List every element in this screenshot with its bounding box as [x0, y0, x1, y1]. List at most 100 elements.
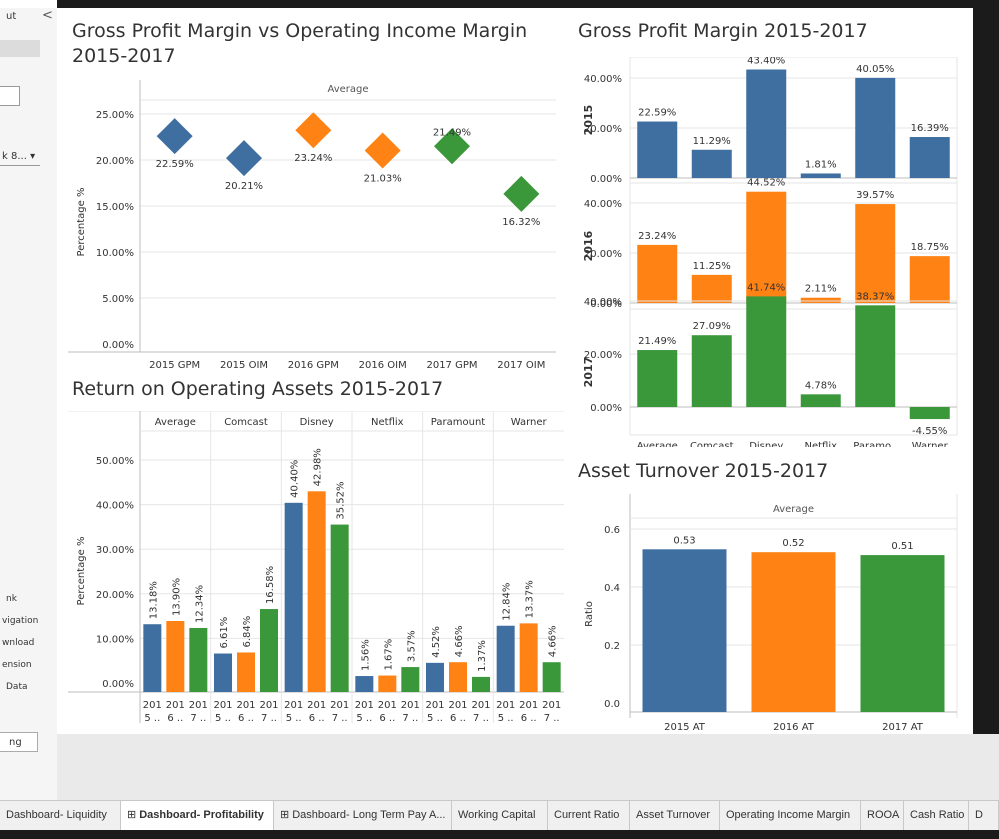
- data-label: 0.51: [891, 541, 913, 552]
- column-header: Average: [155, 417, 196, 428]
- panel-frame: [629, 57, 958, 184]
- field-box[interactable]: [0, 86, 20, 106]
- collapse-icon[interactable]: <: [42, 8, 53, 23]
- x-tick-label: 201: [355, 700, 374, 711]
- diamond-mark: [503, 175, 540, 212]
- selected-field[interactable]: [0, 40, 40, 57]
- bar: [284, 502, 303, 692]
- rooa-bar-chart: 0.00% 10.00% 20.00% 30.00% 40.00% 50.00% Perce…: [68, 411, 564, 724]
- column-header: Paramount: [431, 417, 485, 428]
- x-tick-label: Disney: [749, 441, 783, 447]
- header-band: [630, 494, 957, 518]
- sheet-tab-label: Dashboard- Long Term Pay A...: [292, 809, 446, 821]
- bar: [472, 676, 490, 692]
- bar: [637, 244, 678, 303]
- bar: [909, 256, 950, 303]
- x-tick-label: 2016 AT: [773, 722, 815, 730]
- bar: [637, 350, 678, 407]
- x-tick-label: 5 ..: [498, 713, 514, 724]
- data-label: 35.52%: [336, 481, 347, 519]
- sheet-tab-label: Dashboard- Profitability: [139, 809, 264, 821]
- y-tick-label: 5.00%: [102, 294, 134, 305]
- bar: [330, 524, 349, 692]
- bar: [143, 624, 162, 692]
- y-tick-label: 20.00%: [96, 590, 134, 601]
- diamond-mark: [295, 112, 332, 149]
- x-tick-label: Average: [637, 441, 678, 447]
- sheet-tab[interactable]: Operating Income Margin: [720, 801, 861, 830]
- x-tick-label: 7 ..: [544, 713, 560, 724]
- menu-item[interactable]: vigation: [2, 616, 39, 626]
- asset-turnover-bar-chart: Average 0.0 0.2 0.4 0.6 Ratio 0.53 2015 AT 0.52 2…: [584, 494, 958, 730]
- filter-dropdown[interactable]: k 8... ▾: [2, 151, 35, 162]
- x-tick-label: 6 ..: [450, 713, 466, 724]
- menu-item[interactable]: Data: [6, 682, 28, 692]
- menu-item[interactable]: nk: [6, 594, 17, 604]
- right-border: [973, 0, 999, 734]
- sheet-tab[interactable]: D: [969, 801, 999, 830]
- x-tick-label: 201: [448, 700, 467, 711]
- sheet-tab[interactable]: Current Ratio: [548, 801, 630, 830]
- bar: [751, 552, 836, 712]
- sheet-tab-label: Dashboard- Liquidity: [6, 809, 107, 821]
- y-tick-label: 0.2: [604, 641, 620, 652]
- data-label: 13.37%: [525, 580, 536, 618]
- column-header: Warner: [511, 417, 548, 428]
- data-label: 27.09%: [693, 321, 731, 332]
- data-label: 21.49%: [638, 336, 676, 347]
- bar: [307, 491, 326, 692]
- dashboard-icon: ⊞: [127, 809, 137, 821]
- sheet-tab-label: ROOA: [867, 809, 900, 821]
- bar: [166, 621, 185, 692]
- bar: [855, 204, 896, 303]
- y-axis-title: Percentage %: [76, 188, 87, 257]
- data-label: 22.59%: [638, 108, 676, 119]
- data-label: 3.57%: [406, 630, 417, 662]
- sheet-tab[interactable]: ⊞ Dashboard- Profitability: [121, 801, 274, 830]
- sheet-tab[interactable]: Asset Turnover: [630, 801, 720, 830]
- sheet-tab[interactable]: Cash Ratio: [904, 801, 969, 830]
- x-tick-label: Netflix: [804, 441, 837, 447]
- top-border: [57, 0, 973, 8]
- diamond-mark: [226, 140, 262, 177]
- data-label: 2.11%: [805, 284, 837, 295]
- data-label: 21.03%: [364, 174, 402, 185]
- x-tick-label: 7 ..: [402, 713, 418, 724]
- sheet-tab[interactable]: Working Capital: [452, 801, 548, 830]
- bar: [260, 609, 278, 692]
- bar: [746, 191, 787, 303]
- bar: [401, 667, 420, 692]
- x-tick-label: 2015 AT: [664, 722, 706, 730]
- data-label: 16.32%: [502, 217, 540, 228]
- data-label: 6.61%: [219, 617, 230, 649]
- data-label: 40.05%: [856, 64, 894, 75]
- diamond-mark: [156, 118, 193, 155]
- column-header: Average: [327, 84, 368, 95]
- data-label: 16.39%: [911, 123, 949, 134]
- data-label: -4.55%: [912, 426, 947, 437]
- bar: [237, 652, 255, 692]
- dashboard-icon: ⊞: [280, 809, 290, 821]
- x-tick-label: 2016 GPM: [288, 360, 339, 371]
- data-label: 4.66%: [548, 625, 559, 657]
- sheet-tab-label: D: [975, 809, 983, 821]
- x-tick-label: Comcast: [690, 441, 734, 447]
- sheet-tab[interactable]: ⊞ Dashboard- Long Term Pay A...: [274, 801, 452, 830]
- sidebar-button[interactable]: ng: [0, 732, 38, 752]
- sheet-tab[interactable]: Dashboard- Liquidity: [0, 801, 121, 830]
- menu-item[interactable]: ension: [2, 660, 32, 670]
- y-tick-label: 0.00%: [590, 403, 622, 414]
- bar: [800, 297, 841, 303]
- y-tick-label: 15.00%: [96, 202, 134, 213]
- data-label: 13.90%: [171, 578, 182, 616]
- data-label: 1.56%: [360, 639, 371, 671]
- y-tick-label: 10.00%: [96, 634, 134, 645]
- filter-value: k 8...: [2, 151, 27, 162]
- x-tick-label: 201: [284, 700, 303, 711]
- menu-item[interactable]: wnload: [2, 638, 35, 648]
- bar: [691, 274, 732, 303]
- sheet-tab[interactable]: ROOA: [861, 801, 904, 830]
- x-tick-label: 5 ..: [427, 713, 443, 724]
- bar: [426, 662, 444, 692]
- y-tick-label: 0.0: [604, 699, 620, 710]
